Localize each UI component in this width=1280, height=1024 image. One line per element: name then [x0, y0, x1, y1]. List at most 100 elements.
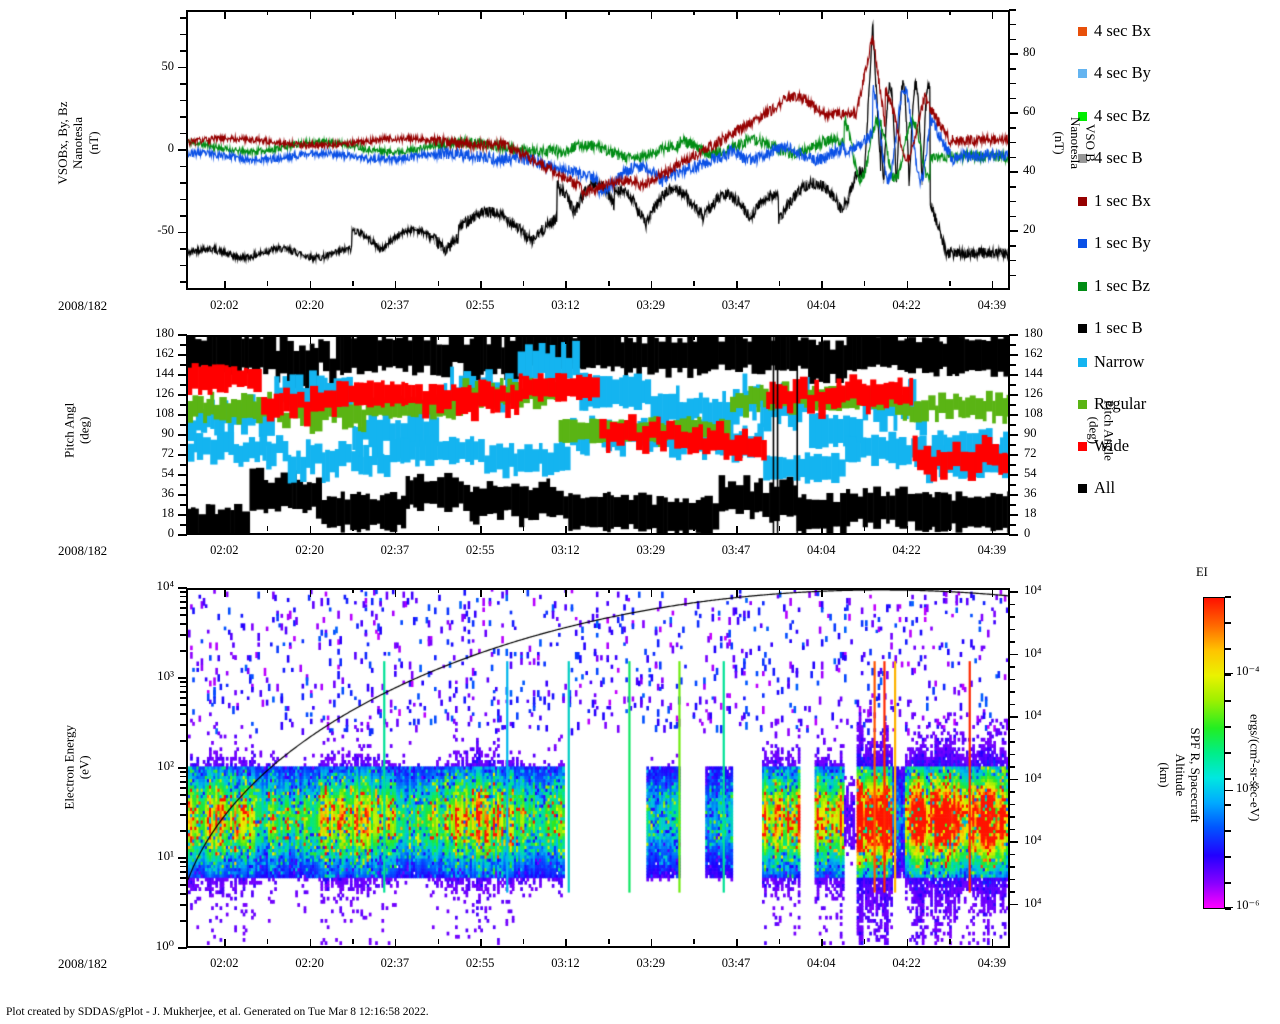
x-major-tick	[480, 588, 482, 597]
x-major-tick	[394, 939, 397, 948]
x-tick-label: 04:39	[977, 298, 1007, 312]
y-major-tick	[178, 334, 187, 336]
legend-item-1-sec-bx: 1 sec Bx	[1078, 192, 1151, 210]
legend-item-narrow: Narrow	[1078, 353, 1144, 371]
y-minor-tick	[180, 775, 186, 778]
panel-magnetic-field	[186, 10, 1010, 290]
x-minor-tick	[266, 939, 269, 944]
y-tick-label-right: 10⁴	[1024, 707, 1042, 722]
x-major-tick	[394, 526, 397, 535]
y-tick-label: 126	[155, 386, 174, 400]
panel-electron-spectrogram	[186, 588, 1010, 948]
pitch-angle-blocks	[188, 337, 1008, 533]
x-minor-tick	[437, 281, 440, 286]
x-tick-label: 02:20	[295, 956, 324, 970]
y-minor-tick	[180, 595, 186, 598]
x-minor-tick	[693, 588, 695, 593]
y-minor-tick-right	[1009, 753, 1015, 756]
x-minor-tick	[266, 588, 269, 593]
axis-title-text: VSOBx, By, Bz Nanotesla (nT)	[55, 101, 101, 185]
y-major-tick-right	[1009, 334, 1018, 336]
x-minor-tick	[778, 281, 781, 286]
y-minor-tick	[180, 884, 186, 886]
legend-item-4-sec-bz: 4 sec Bz	[1078, 107, 1150, 125]
x-minor-tick	[352, 281, 354, 286]
y-major-tick	[178, 66, 187, 69]
axis-title-text: SPF R, Spacecraft Altitude (km)	[1157, 727, 1203, 823]
y-minor-tick	[180, 814, 186, 816]
x-major-tick	[906, 939, 909, 948]
y-minor-tick-right	[1009, 484, 1016, 486]
panel-pitch-angle	[186, 335, 1010, 535]
x-tick-label: 02:37	[380, 956, 410, 970]
legend-swatch-icon	[1078, 281, 1087, 291]
x-minor-tick	[266, 10, 269, 15]
x-major-tick	[650, 335, 653, 344]
y-minor-tick-right	[1009, 344, 1016, 346]
x-major-tick	[650, 939, 653, 948]
y-major-tick-right	[1009, 230, 1018, 232]
y-tick-label-right: 18	[1024, 506, 1037, 520]
x-major-tick	[736, 588, 738, 597]
legend-label: 4 sec Bz	[1094, 105, 1150, 125]
y-minor-tick-right	[1009, 703, 1015, 706]
y-minor-tick-right	[1009, 741, 1015, 743]
y-tick-label-right: 0	[1024, 526, 1031, 540]
axis-title-text: Pitch Angle (deg)	[1086, 399, 1117, 461]
colorbar-minor-tick	[1225, 856, 1231, 858]
y-minor-tick	[180, 591, 186, 593]
x-minor-tick	[778, 588, 781, 593]
y-minor-tick	[180, 803, 186, 805]
x-minor-tick	[522, 335, 525, 340]
x-minor-tick	[266, 281, 269, 286]
colorbar-minor-tick	[1225, 778, 1231, 780]
y-tick-label: 162	[155, 346, 174, 360]
x-major-tick	[224, 335, 226, 344]
y-minor-tick	[180, 264, 187, 267]
y-minor-tick-right	[1009, 616, 1015, 618]
legend-swatch-icon	[1078, 26, 1087, 36]
legend-swatch-icon	[1078, 68, 1087, 78]
y-tick-label: 108	[155, 406, 174, 420]
y-minor-tick	[180, 182, 187, 184]
y-minor-tick-right	[1009, 524, 1016, 526]
x-minor-tick	[778, 526, 781, 531]
y-major-tick	[178, 514, 187, 516]
x-major-tick	[821, 526, 823, 535]
x-major-tick	[394, 335, 397, 344]
y-minor-tick	[180, 17, 187, 19]
y-tick-label-right: 126	[1024, 386, 1043, 400]
y-minor-tick	[180, 364, 187, 366]
axis-title-text: VSO B Nanotesla (nT)	[1052, 116, 1098, 169]
y-minor-tick	[180, 424, 187, 426]
y-minor-tick	[180, 685, 186, 688]
x-minor-tick	[949, 526, 951, 531]
x-major-tick	[309, 335, 312, 344]
x-minor-tick	[693, 526, 695, 531]
y-minor-tick	[180, 50, 187, 52]
x-tick-label: 02:37	[380, 298, 410, 312]
x-major-tick	[394, 281, 397, 290]
panel3-ylabel-left: Electron Energy (eV)	[12, 725, 142, 810]
y-minor-tick	[180, 861, 186, 863]
y-major-tick-right	[1009, 514, 1018, 516]
colorbar-title: EI	[1196, 565, 1208, 579]
y-minor-tick	[180, 771, 186, 773]
x-minor-tick	[693, 10, 695, 15]
x-major-tick	[309, 939, 312, 948]
y-minor-tick	[180, 484, 187, 486]
y-major-tick	[178, 454, 187, 456]
legend-swatch-icon	[1078, 111, 1087, 121]
x-tick-label: 03:12	[551, 298, 580, 312]
y-minor-tick	[180, 83, 187, 85]
y-minor-tick-right	[1009, 678, 1015, 681]
x-tick-label: 02:55	[465, 956, 495, 970]
panel1-ylabel-left: VSOBx, By, Bz Nanotesla (nT)	[18, 102, 138, 185]
panel2-date-label: 2008/182	[58, 543, 108, 558]
x-major-tick	[565, 10, 567, 19]
x-minor-tick	[522, 526, 525, 531]
x-major-tick	[991, 939, 994, 948]
y-minor-tick-right	[1009, 141, 1016, 144]
y-minor-tick	[180, 165, 187, 168]
legend-label: 4 sec By	[1094, 62, 1151, 82]
